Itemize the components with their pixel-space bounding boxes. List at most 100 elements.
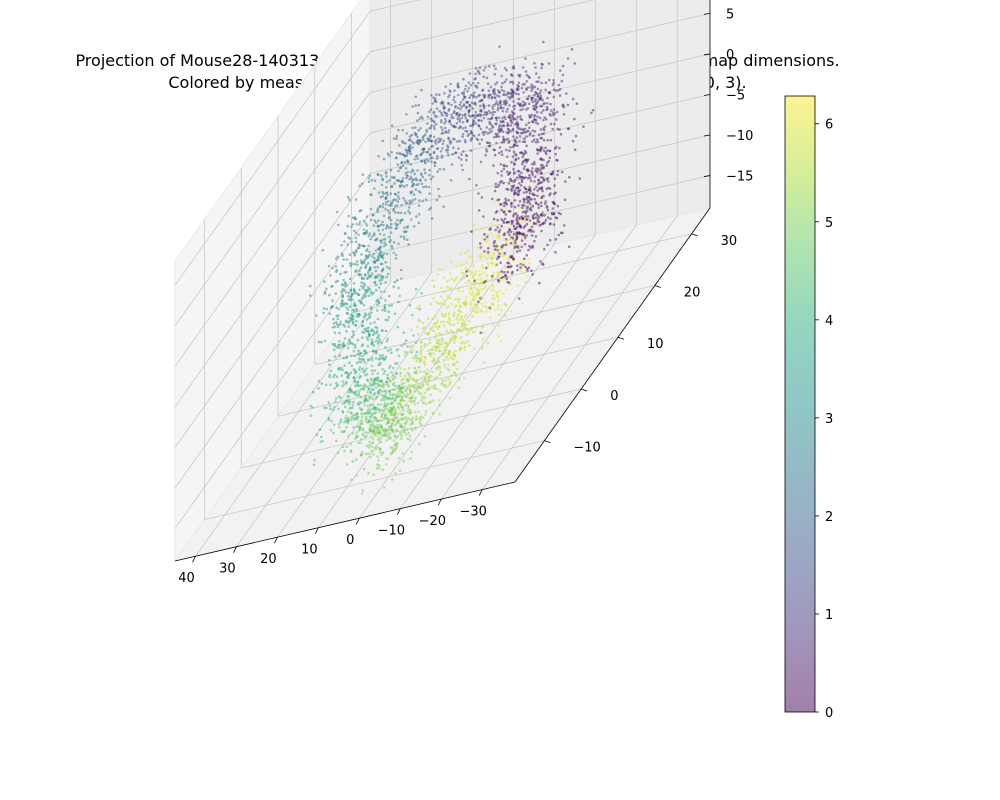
scatter-point — [455, 113, 458, 117]
scatter-point — [403, 211, 407, 215]
scatter-point — [419, 352, 423, 356]
scatter-point — [525, 222, 529, 226]
scatter-point — [493, 103, 496, 107]
scatter-point — [386, 272, 390, 276]
scatter-point — [379, 262, 383, 266]
scatter-point — [376, 455, 380, 459]
scatter-point — [373, 391, 377, 395]
scatter-point — [442, 139, 446, 143]
scatter-point — [359, 360, 363, 364]
scatter-point — [396, 435, 400, 438]
scatter-point — [474, 122, 478, 125]
scatter-point — [462, 276, 466, 279]
scatter-point — [433, 377, 437, 380]
scatter-point — [442, 107, 445, 110]
scatter-point — [535, 212, 538, 215]
scatter-point — [525, 135, 528, 138]
scatter-point — [472, 223, 476, 227]
scatter-point — [423, 326, 426, 329]
scatter-point — [339, 420, 343, 424]
scatter-point — [379, 251, 382, 255]
scatter-point — [392, 418, 395, 422]
scatter-point — [389, 406, 392, 410]
scatter-point — [484, 153, 488, 157]
scatter-point — [424, 185, 428, 188]
scatter-point — [417, 128, 421, 132]
scatter-point — [468, 255, 472, 258]
scatter-point — [479, 127, 483, 131]
scatter-point — [494, 102, 498, 105]
scatter-point — [378, 279, 382, 282]
scatter-point — [309, 284, 312, 288]
scatter-point — [431, 347, 435, 350]
scatter-point — [386, 373, 389, 377]
scatter-point — [384, 281, 387, 284]
scatter-point — [461, 132, 465, 136]
scatter-point — [388, 203, 391, 207]
scatter-point — [311, 406, 314, 409]
scatter-point — [397, 300, 400, 304]
scatter-point — [496, 271, 500, 274]
scatter-point — [341, 293, 345, 297]
scatter-point — [410, 328, 413, 331]
scatter-point — [507, 115, 511, 119]
scatter-point — [385, 422, 388, 426]
scatter-point — [322, 307, 326, 310]
scatter-point — [567, 245, 571, 249]
scatter-point — [506, 124, 509, 128]
scatter-point — [516, 232, 519, 235]
scatter-point — [488, 128, 491, 131]
scatter-point — [441, 337, 445, 341]
scatter-point — [371, 422, 374, 426]
scatter-point — [417, 204, 421, 207]
scatter-point — [363, 361, 367, 364]
scatter-point — [503, 115, 506, 118]
scatter-point — [520, 128, 523, 131]
scatter-point — [373, 431, 376, 434]
scatter-point — [397, 211, 400, 214]
scatter-point — [382, 233, 386, 237]
scatter-point — [375, 425, 379, 429]
scatter-point — [424, 410, 428, 413]
scatter-point — [381, 202, 385, 206]
scatter-point — [435, 341, 439, 344]
scatter-point — [489, 111, 492, 115]
scatter-point — [392, 383, 395, 386]
scatter-point — [519, 108, 522, 112]
scatter-point — [525, 209, 529, 213]
scatter-point — [397, 286, 401, 290]
scatter-point — [434, 315, 437, 319]
y-tick-label: 10 — [647, 337, 664, 352]
scatter-point — [527, 258, 531, 261]
scatter-point — [470, 136, 474, 140]
scatter-point — [431, 360, 434, 363]
scatter-point — [503, 251, 507, 255]
scatter-point — [372, 213, 375, 217]
scatter-point — [540, 229, 543, 233]
scatter-point — [414, 188, 418, 191]
scatter-point — [370, 328, 374, 332]
scatter-point — [379, 245, 382, 249]
scatter-point — [372, 381, 376, 385]
scatter-point — [352, 349, 356, 353]
scatter-point — [365, 215, 369, 218]
scatter-point — [372, 424, 376, 428]
scatter-point — [519, 244, 522, 248]
scatter-point — [498, 236, 501, 239]
scatter-point — [370, 430, 374, 434]
scatter-point — [557, 83, 561, 87]
scatter-point — [538, 187, 541, 191]
scatter-point — [421, 416, 425, 420]
scatter-point — [365, 224, 369, 227]
scatter-point — [539, 94, 543, 98]
scatter-point — [373, 256, 376, 260]
scatter-point — [313, 458, 317, 462]
scatter-point — [542, 211, 545, 215]
scatter-point — [553, 147, 557, 150]
scatter-point — [543, 125, 547, 128]
scatter-point — [486, 238, 490, 242]
scatter-point — [497, 278, 500, 282]
scatter-point — [331, 266, 334, 270]
scatter-point — [486, 341, 490, 345]
scatter-point — [394, 362, 397, 365]
